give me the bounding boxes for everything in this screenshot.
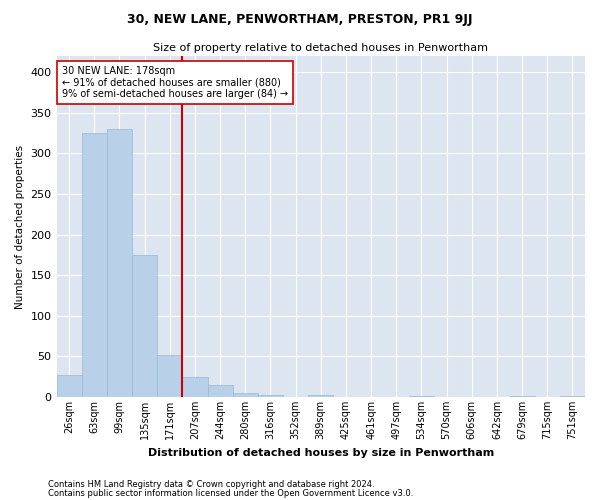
Bar [509, 396, 535, 397]
Bar [258, 396, 283, 397]
Bar [157, 355, 182, 397]
Title: Size of property relative to detached houses in Penwortham: Size of property relative to detached ho… [153, 42, 488, 52]
X-axis label: Distribution of detached houses by size in Penwortham: Distribution of detached houses by size … [148, 448, 494, 458]
Bar [107, 129, 132, 397]
Bar [56, 375, 82, 397]
Text: 30, NEW LANE, PENWORTHAM, PRESTON, PR1 9JJ: 30, NEW LANE, PENWORTHAM, PRESTON, PR1 9… [127, 12, 473, 26]
Bar [132, 255, 157, 397]
Bar [182, 376, 208, 397]
Bar [560, 396, 585, 397]
Y-axis label: Number of detached properties: Number of detached properties [15, 144, 25, 308]
Bar [409, 396, 434, 397]
Text: Contains HM Land Registry data © Crown copyright and database right 2024.: Contains HM Land Registry data © Crown c… [48, 480, 374, 489]
Text: 30 NEW LANE: 178sqm
← 91% of detached houses are smaller (880)
9% of semi-detach: 30 NEW LANE: 178sqm ← 91% of detached ho… [62, 66, 288, 100]
Bar [208, 385, 233, 397]
Text: Contains public sector information licensed under the Open Government Licence v3: Contains public sector information licen… [48, 489, 413, 498]
Bar [308, 396, 334, 397]
Bar [82, 133, 107, 397]
Bar [233, 393, 258, 397]
